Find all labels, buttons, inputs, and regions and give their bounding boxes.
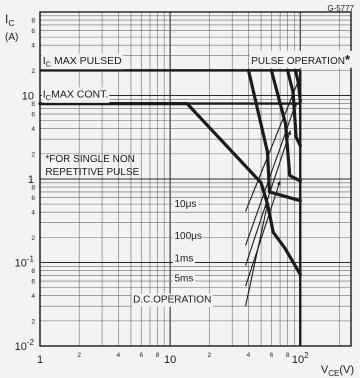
annotation-rest: MAX CONT. [51,88,108,100]
leader-lines [245,76,301,307]
y-tick-exponent: -2 [27,338,35,347]
y-axis-label-text: IC [5,12,14,28]
soa-curve [246,68,302,203]
y-tick-mantissa: 10 [15,258,27,270]
annotation-text: PULSE OPERATION [251,56,345,67]
y-minor-tick-label: 6 [31,28,35,35]
leader-line [245,102,297,246]
annotation-bg [172,272,195,286]
x-axis-label-sub: CE [328,369,339,378]
y-axis-label: IC (A) [5,12,18,43]
annotation-text: 10μs [174,199,196,210]
soa-curve [286,68,302,148]
y-minor-tick-label: 8 [31,101,35,108]
leader-line [245,130,291,266]
x-minor-tick-label: 8 [286,352,290,359]
x-minor-tick-label: 6 [139,352,143,359]
y-minor-tick-label: 2 [31,235,35,242]
annotation-footnote: *FOR SINGLE NON REPETITIVE PULSE [45,154,139,178]
leader-line [245,204,269,307]
x-tick-label: 102 [292,351,309,366]
soa-curve [38,102,302,276]
y-minor-tick-label: 2 [31,68,35,75]
annotation-label-5ms: 5ms [174,274,193,285]
annotation-line: *FOR SINGLE NON [45,154,134,165]
x-tick-label: 10 [164,354,176,366]
annotation-label-1ms: 1ms [174,253,193,264]
y-tick-label: 10-1 [15,255,35,270]
y-minor-tick-label: 4 [31,43,35,50]
y-tick-label: 10-2 [15,338,35,353]
x-minor-tick-label: 2 [77,352,81,359]
annotation-bg [41,87,110,103]
annotation-label-10us: 10μs [174,199,196,210]
y-tick-mantissa: 10 [15,341,27,353]
leader-line [245,76,301,212]
annotation-main: I [43,55,46,67]
leader-line [245,180,281,287]
x-axis-label-unit: (V) [339,364,354,376]
annotation-bg [172,198,198,212]
leader-arrowhead [287,130,291,136]
annotation-ic-max-pulsed: IC MAX PULSED [43,55,122,69]
annotation-line: REPETITIVE PULSE [45,167,139,178]
annotation-text: 100μs [174,231,201,242]
y-minor-tick-label: 4 [31,126,35,133]
annotation-bg [131,293,213,307]
y-minor-tick-label: 6 [31,195,35,202]
plot-frame [39,11,352,347]
y-minor-tick-label: 8 [31,185,35,192]
soa-curve [269,68,302,183]
y-minor-tick-label: 6 [31,112,35,119]
annotation-text: D.C.OPERATION [133,295,211,306]
annotation-label-dc: D.C.OPERATION [133,295,211,306]
x-minor-tick-label: 2 [207,352,211,359]
x-minor-tick-label: 4 [117,352,121,359]
soa-curves [38,68,302,276]
y-axis-label-main: I [5,12,8,26]
y-minor-tick-label: 8 [31,268,35,275]
y-tick-label: 10 [22,91,34,103]
annotation-rest: MAX PULSED [51,55,122,67]
figure-code: G-5777 [327,4,354,13]
x-minor-tick-label: 6 [270,352,274,359]
x-axis-label-text: VCE(V) [321,364,354,378]
y-minor-tick-label: 4 [31,293,35,300]
y-minor-tick-label: 2 [31,318,35,325]
annotation-suffix: * [345,52,351,67]
annotation-pulse-operation: PULSE OPERATION* [251,52,351,67]
annotation-main: I [43,88,46,100]
x-tick-mantissa: 10 [292,354,304,366]
annotation-bg [172,230,204,244]
annotation-bg [41,53,124,70]
y-tick-label: 1 [28,174,34,186]
annotation-bg [249,50,353,68]
y-minor-tick-label: 2 [31,151,35,158]
x-tick-exponent: 2 [304,351,309,360]
x-tick-label: 1 [37,354,43,366]
annotation-text: 1ms [174,253,193,264]
leader-arrowhead [276,180,281,186]
soa-curve [293,68,302,103]
annotation-sub: C [46,59,52,68]
y-axis-label-unit: (A) [5,32,18,43]
y-axis-label-sub: C [8,18,14,28]
annotation-label-100us: 100μs [174,231,201,242]
annotation-sub: C [46,93,52,102]
x-axis-label-main: V [321,364,329,376]
x-minor-tick-label: 4 [247,352,251,359]
annotation-bg [172,252,195,266]
annotation-ic-max-cont: ICMAX CONT. [43,88,109,102]
y-minor-tick-label: 6 [31,279,35,286]
y-minor-tick-label: 4 [31,210,35,217]
x-axis-label: VCE(V) [321,364,354,378]
y-minor-tick-label: 8 [31,18,35,25]
annotation-text: 5ms [174,274,193,285]
y-tick-exponent: -1 [27,255,35,264]
x-minor-tick-label: 8 [156,352,160,359]
